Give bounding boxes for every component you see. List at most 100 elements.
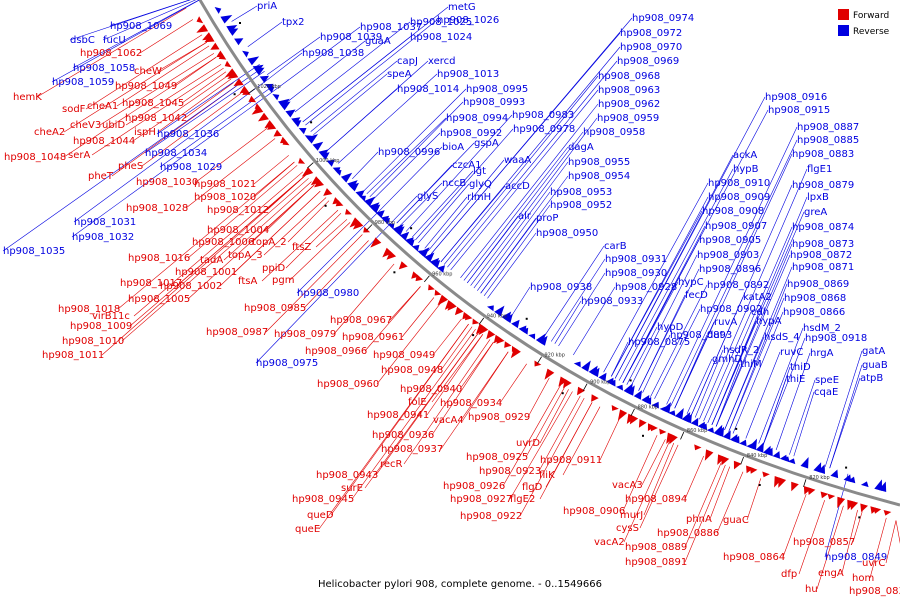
- scale-tick: [740, 456, 744, 465]
- reverse-gene-feature: [375, 210, 385, 219]
- gene-label-hp908-0975: hp908_0975: [256, 358, 318, 369]
- label-connector: [223, 181, 312, 261]
- reverse-gene-feature: [782, 456, 790, 463]
- reverse-gene-feature: [732, 435, 740, 444]
- gene-label-ftsz: ftsZ: [292, 242, 311, 253]
- forward-gene-feature: [218, 52, 227, 60]
- label-connector: [431, 334, 484, 403]
- reverse-gene-feature: [765, 447, 773, 457]
- label-connector: [337, 73, 438, 164]
- feature-marker: [629, 379, 632, 382]
- gene-label-bioa: bioA: [442, 142, 464, 153]
- reverse-gene-feature: [715, 426, 725, 437]
- label-connector: [2, 67, 263, 252]
- gene-label-topa-2: topA_2: [252, 237, 287, 248]
- gene-label-hp908-1035: hp908_1035: [3, 246, 65, 257]
- scale-tick: [537, 356, 542, 364]
- label-connector: [363, 88, 467, 192]
- gene-label-hp908-0979: hp908_0979: [274, 329, 336, 340]
- gene-label-hp908-0908: hp908_0908: [702, 206, 764, 217]
- gene-label-hp908-0967: hp908_0967: [330, 315, 392, 326]
- gene-label-chev3: cheV3: [70, 120, 101, 131]
- scale-tick-label: 860 kbp: [687, 428, 707, 434]
- forward-gene-feature: [434, 289, 442, 296]
- label-connector: [716, 471, 744, 534]
- gene-label-hp908-1030: hp908_1030: [136, 177, 198, 188]
- forward-gene-feature: [638, 419, 647, 428]
- gene-label-vaca2: vacA2: [594, 537, 625, 548]
- gene-label-thid: thiD: [790, 362, 811, 373]
- forward-gene-feature: [465, 313, 473, 321]
- label-connector: [829, 364, 863, 469]
- label-connector: [499, 363, 527, 404]
- gene-label-hp908-0933: hp908_0933: [581, 296, 643, 307]
- scale-tick: [680, 431, 685, 440]
- scale-tick-label: 940 kbp: [487, 314, 507, 320]
- scale-tick-label: 820 kbp: [809, 475, 829, 481]
- gene-label-hp908-1045: hp908_1045: [122, 98, 184, 109]
- label-connector: [372, 132, 441, 201]
- label-connector: [732, 311, 784, 434]
- feature-marker: [410, 227, 413, 230]
- gene-label-phet: pheT: [88, 171, 114, 182]
- gene-label-hp908-1034: hp908_1034: [145, 148, 207, 159]
- gene-label-hypd: hypD: [657, 322, 684, 333]
- reverse-gene-feature: [285, 109, 296, 118]
- gene-label-hp908-0941: hp908_0941: [367, 410, 429, 421]
- forward-gene-feature: [486, 330, 496, 340]
- gene-label-cyss: cysS: [616, 523, 639, 534]
- label-connector: [450, 89, 599, 271]
- gene-label-hp908-1014: hp908_1014: [397, 84, 459, 95]
- label-connector: [117, 161, 295, 310]
- forward-gene-feature: [860, 503, 868, 513]
- gene-label-isph: ispH: [134, 127, 156, 138]
- forward-gene-feature: [629, 414, 639, 425]
- label-connector: [187, 165, 298, 259]
- forward-gene-feature: [650, 424, 658, 432]
- gene-label-hp908-1005: hp908_1005: [128, 294, 190, 305]
- scale-tick: [803, 479, 807, 488]
- forward-gene-feature: [267, 122, 277, 130]
- label-connector: [426, 334, 484, 416]
- label-connector: [824, 350, 863, 467]
- reverse-gene-feature: [503, 313, 513, 324]
- label-connector: [674, 334, 708, 409]
- gene-label-hp908-0849: hp908_0849: [825, 552, 887, 563]
- gene-label-hp908-0907: hp908_0907: [705, 221, 767, 232]
- label-connector: [352, 151, 379, 180]
- label-connector: [303, 240, 369, 309]
- forward-gene-feature: [762, 471, 770, 478]
- gene-label-hp908-1031: hp908_1031: [74, 217, 136, 228]
- gene-label-hp908-1032: hp908_1032: [72, 232, 134, 243]
- label-connector: [746, 478, 762, 521]
- gene-label-hp908-0886: hp908_0886: [657, 528, 719, 539]
- gene-label-hp908-1021: hp908_1021: [194, 179, 256, 190]
- gene-label-hp908-1010: hp908_1010: [62, 336, 124, 347]
- forward-gene-feature: [694, 444, 702, 451]
- label-connector: [715, 363, 741, 427]
- reverse-gene-feature: [538, 335, 548, 346]
- label-connector: [829, 377, 861, 469]
- gene-label-hp908-0985: hp908_0985: [244, 303, 306, 314]
- label-connector: [393, 195, 418, 221]
- gene-label-hu: hu: [805, 584, 818, 595]
- gene-label-hp908-0868: hp908_0868: [784, 293, 846, 304]
- gene-label-hp908-0940: hp908_0940: [400, 384, 462, 395]
- forward-gene-feature: [233, 78, 244, 87]
- label-connector: [231, 5, 258, 22]
- reverse-gene-feature: [494, 305, 505, 317]
- label-connector: [622, 281, 679, 383]
- reverse-gene-feature: [293, 120, 302, 128]
- gene-label-hp908-0963: hp908_0963: [598, 85, 660, 96]
- gene-label-hp908-0945: hp908_0945: [292, 494, 354, 505]
- gene-label-hp908-0930: hp908_0930: [605, 268, 667, 279]
- label-connector: [99, 53, 215, 126]
- forward-gene-feature: [323, 188, 333, 196]
- gene-label-hp908-0980: hp908_0980: [297, 288, 359, 299]
- reverse-gene-feature: [334, 169, 342, 176]
- label-connector: [670, 139, 798, 407]
- label-connector: [630, 254, 698, 387]
- gene-label-flik: fliK: [539, 470, 555, 481]
- forward-gene-feature: [577, 386, 586, 396]
